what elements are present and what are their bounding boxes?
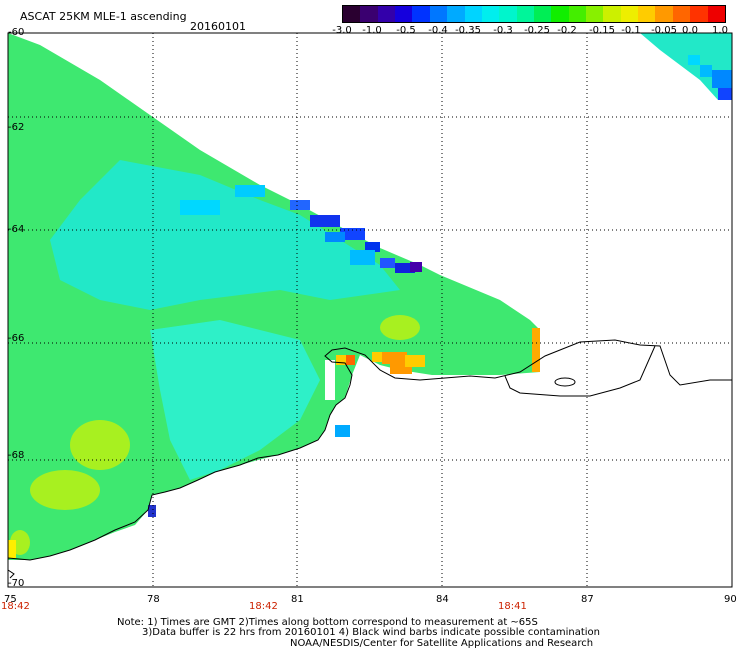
data-cell bbox=[382, 352, 407, 364]
data-cell bbox=[718, 88, 732, 100]
lon-label: 87 bbox=[581, 594, 594, 605]
colorbar-swatch bbox=[568, 6, 587, 22]
coastline bbox=[7, 339, 732, 579]
data-cell bbox=[235, 185, 265, 197]
data-cell bbox=[340, 228, 365, 240]
colorbar-tick-label: -0.2 bbox=[557, 25, 577, 36]
time-label: 18:42 bbox=[1, 601, 30, 612]
colorbar-swatch bbox=[499, 6, 517, 22]
data-cell bbox=[410, 262, 422, 272]
data-cell bbox=[325, 360, 335, 400]
colorbar-tick-label: 0.0 bbox=[682, 25, 698, 36]
lat-label: -70 bbox=[8, 578, 25, 589]
data-cell bbox=[532, 328, 540, 372]
colorbar-swatch bbox=[481, 6, 500, 22]
data-cell bbox=[395, 263, 415, 273]
data-cell bbox=[372, 352, 382, 362]
colorbar-swatch bbox=[672, 6, 691, 22]
colorbar-swatch bbox=[586, 6, 604, 22]
data-cell bbox=[148, 505, 156, 517]
colorbar-tick-label: -3.0 bbox=[332, 25, 352, 36]
data-cell bbox=[380, 258, 395, 268]
colorbar-tick-label: -0.25 bbox=[524, 25, 550, 36]
colorbar-swatch bbox=[533, 6, 552, 22]
gridlines bbox=[8, 33, 732, 587]
data-cell bbox=[405, 355, 425, 367]
lon-label: 90 bbox=[724, 594, 737, 605]
colorbar-swatch bbox=[603, 6, 621, 22]
lat-label: -68 bbox=[8, 450, 25, 461]
map-frame bbox=[7, 32, 733, 588]
lat-label: -64 bbox=[8, 224, 25, 235]
data-cell bbox=[688, 55, 700, 65]
data-swath bbox=[8, 33, 732, 560]
lon-label: 81 bbox=[291, 594, 304, 605]
colorbar-tick-label: -0.15 bbox=[589, 25, 615, 36]
colorbar bbox=[342, 5, 726, 23]
colorbar-tick-label: -1.0 bbox=[362, 25, 382, 36]
colorbar-tick-label: 1.0 bbox=[712, 25, 728, 36]
data-cell bbox=[390, 364, 412, 374]
data-cell bbox=[336, 355, 346, 365]
data-cell bbox=[8, 540, 16, 558]
colorbar-tick-label: -0.4 bbox=[428, 25, 448, 36]
colorbar-swatch bbox=[655, 6, 673, 22]
colorbar-swatch bbox=[412, 6, 430, 22]
colorbar-swatch bbox=[395, 6, 413, 22]
note-line-2: 3)Data buffer is 22 hrs from 20160101 4)… bbox=[142, 627, 600, 638]
lon-label: 75 bbox=[4, 594, 17, 605]
swath-yellow-green-patch bbox=[380, 315, 420, 340]
colorbar-tick-label: -0.05 bbox=[651, 25, 677, 36]
colorbar-swatch bbox=[620, 6, 639, 22]
data-cell bbox=[325, 232, 345, 242]
data-cell bbox=[350, 250, 375, 265]
lon-label: 78 bbox=[147, 594, 160, 605]
colorbar-swatch bbox=[638, 6, 656, 22]
colorbar-tick-label: -0.35 bbox=[455, 25, 481, 36]
colorbar-swatch bbox=[707, 6, 725, 22]
data-cell bbox=[290, 200, 310, 210]
colorbar-swatch bbox=[447, 6, 465, 22]
colorbar-swatch bbox=[360, 6, 378, 22]
colorbar-swatch bbox=[464, 6, 482, 22]
note-line-1: Note: 1) Times are GMT 2)Times along bot… bbox=[117, 617, 538, 628]
colorbar-swatch bbox=[343, 6, 361, 22]
colorbar-swatch bbox=[377, 6, 396, 22]
swath-cyan-region bbox=[50, 160, 400, 310]
colorbar-swatch bbox=[551, 6, 569, 22]
swath-yellow-green-patch bbox=[30, 470, 100, 510]
time-label: 18:41 bbox=[498, 601, 527, 612]
data-cell bbox=[712, 70, 732, 88]
data-cell bbox=[365, 242, 380, 252]
colorbar-swatch bbox=[516, 6, 534, 22]
colorbar-tick-label: -0.1 bbox=[621, 25, 641, 36]
data-cell bbox=[345, 355, 355, 365]
colorbar-tick-label: -0.5 bbox=[396, 25, 416, 36]
lat-label: -66 bbox=[8, 333, 25, 344]
colorbar-swatch bbox=[429, 6, 448, 22]
swath-top-right bbox=[640, 33, 732, 100]
swath-cyan-region-2 bbox=[150, 320, 320, 480]
lon-label: 84 bbox=[436, 594, 449, 605]
map-title: ASCAT 25KM MLE-1 ascending bbox=[20, 10, 187, 23]
data-cell bbox=[310, 215, 340, 227]
data-cell bbox=[700, 65, 712, 77]
lat-label: -62 bbox=[8, 122, 25, 133]
colorbar-swatch bbox=[690, 6, 708, 22]
note-line-3: NOAA/NESDIS/Center for Satellite Applica… bbox=[290, 638, 594, 649]
swath-yellow-green-patch bbox=[70, 420, 130, 470]
lat-label: -60 bbox=[8, 27, 25, 38]
colorbar-tick-label: -0.3 bbox=[493, 25, 513, 36]
time-label: 18:42 bbox=[249, 601, 278, 612]
data-cell bbox=[180, 200, 220, 215]
map-date: 20160101 bbox=[190, 20, 246, 33]
data-cell bbox=[335, 425, 350, 437]
